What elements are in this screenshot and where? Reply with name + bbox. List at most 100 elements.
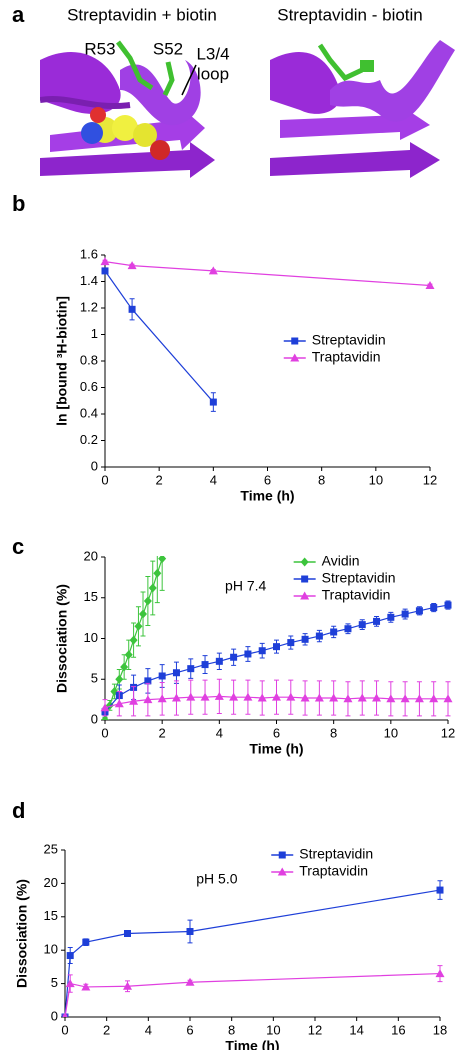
marker <box>414 694 424 703</box>
marker <box>114 699 124 708</box>
y-tick-label: 1.4 <box>80 273 98 288</box>
marker <box>65 979 75 988</box>
structure-without-biotin <box>270 40 455 178</box>
y-tick-label: 0 <box>51 1008 58 1023</box>
marker <box>148 583 157 593</box>
pointer-line <box>181 64 197 96</box>
marker <box>425 280 435 289</box>
x-tick-label: 4 <box>210 472 217 487</box>
residue-label: S52 <box>153 39 183 58</box>
y-tick-label: 1.2 <box>80 299 98 314</box>
x-tick-label: 2 <box>159 725 166 740</box>
y-tick-label: 0.2 <box>80 432 98 447</box>
marker <box>143 695 153 704</box>
legend-marker <box>300 591 310 600</box>
panel-label: b <box>12 191 25 216</box>
marker <box>344 625 352 633</box>
marker <box>62 1012 68 1017</box>
marker <box>329 693 339 702</box>
marker <box>215 657 223 665</box>
marker <box>200 692 210 701</box>
x-tick-label: 16 <box>391 1022 405 1037</box>
y-tick-label: 25 <box>44 841 58 856</box>
x-tick-label: 18 <box>433 1022 447 1037</box>
x-tick-label: 4 <box>145 1022 152 1037</box>
y-tick-label: 0.6 <box>80 379 98 394</box>
marker <box>139 609 148 619</box>
x-tick-label: 2 <box>103 1022 110 1037</box>
marker <box>101 715 109 720</box>
structure-with-biotin <box>40 40 215 178</box>
legend-label: Streptavidin <box>312 332 386 348</box>
x-tick-label: 6 <box>264 472 271 487</box>
structure-title: Streptavidin - biotin <box>277 5 423 24</box>
structure-title: Streptavidin + biotin <box>67 5 217 24</box>
y-tick-label: 20 <box>84 548 98 563</box>
marker <box>144 677 152 685</box>
y-tick-label: 15 <box>44 908 58 923</box>
marker <box>415 607 423 615</box>
marker <box>358 621 366 629</box>
x-tick-label: 14 <box>349 1022 363 1037</box>
legend-marker <box>277 867 287 876</box>
y-tick-label: 5 <box>91 671 98 686</box>
marker <box>386 694 396 703</box>
panel-label: d <box>12 798 25 823</box>
y-tick-label: 20 <box>44 875 58 890</box>
annotation: pH 5.0 <box>196 871 237 887</box>
marker <box>171 693 181 702</box>
panel-label: c <box>12 534 24 559</box>
marker <box>357 693 367 702</box>
series-line <box>64 889 441 1017</box>
x-tick-label: 10 <box>266 1022 280 1037</box>
plot-area <box>100 257 435 412</box>
loop-label: loop <box>197 64 229 83</box>
marker <box>185 977 195 986</box>
marker <box>129 635 138 645</box>
marker <box>343 694 353 703</box>
series-line <box>104 270 214 403</box>
y-tick-label: 0 <box>91 458 98 473</box>
marker <box>172 669 180 677</box>
marker <box>208 266 218 275</box>
marker <box>387 613 395 621</box>
plot-area <box>61 880 445 1017</box>
x-tick-label: 6 <box>273 725 280 740</box>
marker <box>430 604 438 612</box>
x-tick-label: 8 <box>228 1022 235 1037</box>
marker <box>127 261 137 270</box>
marker <box>286 692 296 701</box>
marker <box>301 635 309 643</box>
marker <box>186 692 196 701</box>
marker <box>153 568 162 578</box>
marker <box>115 674 124 684</box>
y-tick-label: 1 <box>91 326 98 341</box>
marker <box>186 927 194 935</box>
panel-label: a <box>12 2 25 27</box>
marker <box>443 694 453 703</box>
marker <box>243 692 253 701</box>
y-tick-label: 0.4 <box>80 405 98 420</box>
marker <box>300 693 310 702</box>
legend-marker <box>278 851 286 859</box>
x-tick-label: 0 <box>101 725 108 740</box>
legend-marker <box>300 557 309 567</box>
marker <box>123 981 132 990</box>
series-line <box>64 972 441 1017</box>
marker <box>436 886 444 894</box>
marker <box>128 305 136 313</box>
marker <box>400 694 410 703</box>
marker <box>373 617 381 625</box>
marker <box>124 650 133 660</box>
x-tick-label: 4 <box>216 725 223 740</box>
series-line <box>104 261 431 287</box>
marker <box>435 969 445 978</box>
marker <box>201 661 209 669</box>
y-tick-label: 0 <box>91 711 98 726</box>
x-tick-label: 12 <box>308 1022 322 1037</box>
legend-label: Traptavidin <box>299 863 368 879</box>
marker <box>314 693 324 702</box>
y-tick-label: 0.8 <box>80 352 98 367</box>
marker <box>187 665 195 673</box>
x-tick-label: 0 <box>61 1022 68 1037</box>
